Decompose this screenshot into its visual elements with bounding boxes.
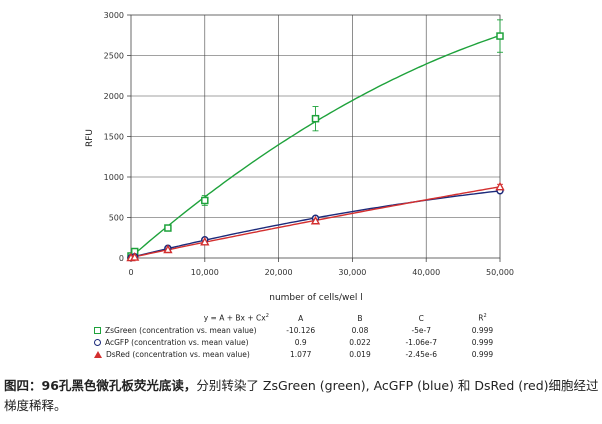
legend-value-a: 0.9	[294, 337, 307, 347]
data-point-zsgreen	[164, 224, 172, 232]
legend-value-a: 1.077	[289, 349, 312, 359]
y-tick-label: 3000	[104, 11, 124, 20]
data-point-dsred	[200, 236, 210, 246]
data-point-zsgreen	[201, 196, 209, 205]
legend-value-r2: 0.999	[471, 325, 494, 335]
legend-value-b: 0.08	[351, 325, 369, 335]
data-points	[126, 19, 505, 262]
axes	[127, 14, 501, 262]
data-point-dsred	[495, 181, 505, 191]
legend-label-acgfp: AcGFP (concentration vs. mean value)	[92, 336, 271, 348]
legend-row-acgfp: AcGFP (concentration vs. mean value) 0.9…	[92, 336, 512, 348]
legend-label-zsgreen: ZsGreen (concentration vs. mean value)	[92, 324, 271, 336]
legend-value-a: -10.126	[286, 325, 316, 335]
fit-legend: y = A + Bx + Cx2 A B C R2 ZsGreen (conce…	[92, 312, 512, 360]
square-marker-icon	[94, 326, 101, 334]
col-r2-text: R	[478, 313, 484, 323]
x-axis-title: number of cells/wel l	[269, 293, 363, 303]
col-r2-sup: 2	[483, 313, 487, 320]
y-tick-label: 500	[109, 214, 124, 223]
legend-label-text: ZsGreen (concentration vs. mean value)	[105, 325, 257, 335]
caption-text: 分别转染了 ZsGreen (green), AcGFP (blue) 和 Ds…	[4, 378, 599, 413]
legend-header-row: y = A + Bx + Cx2 A B C R2	[92, 312, 512, 324]
y-axis-title: RFU	[85, 129, 95, 147]
equation-sup: 2	[265, 313, 269, 320]
legend-label-text: AcGFP (concentration vs. mean value)	[105, 337, 249, 347]
y-tick-label: 2500	[104, 52, 124, 61]
legend-label-dsred: DsRed (concentration vs. mean value)	[92, 348, 271, 360]
y-tick-label: 2000	[104, 92, 124, 101]
caption-bold: 图四：96孔黑色微孔板荧光底读，	[4, 378, 197, 393]
chart-area: 0 500 1000 1500 2000 2500 3000 0 10,000 20,000 30,…	[85, 11, 514, 303]
legend-row-zsgreen: ZsGreen (concentration vs. mean value) -…	[92, 324, 512, 336]
data-point-dsred	[310, 215, 321, 225]
legend-value-c: -5e-7	[411, 325, 432, 335]
x-tick-label: 40,000	[412, 268, 440, 277]
fit-legend-table: y = A + Bx + Cx2 A B C R2 ZsGreen (conce…	[92, 312, 512, 360]
legend-value-c: -2.45e-6	[405, 349, 437, 359]
legend-value-r2: 0.999	[471, 349, 494, 359]
tick-labels: 0 500 1000 1500 2000 2500 3000 0 10,000 20,000 30,…	[104, 11, 514, 277]
y-tick-label: 1000	[104, 173, 124, 182]
legend-value-b: 0.019	[349, 349, 371, 359]
equation-cell: y = A + Bx + Cx2	[92, 312, 271, 324]
rfu-scatter-chart: 0 500 1000 1500 2000 2500 3000 0 10,000 20,000 30,…	[85, 11, 514, 303]
col-r2-header: R2	[453, 312, 512, 324]
y-tick-label: 0	[119, 254, 124, 263]
triangle-marker-icon	[94, 350, 102, 358]
x-tick-label: 50,000	[486, 268, 514, 277]
col-c-header: C	[418, 313, 424, 323]
equation-text: y = A + Bx + Cx	[203, 313, 266, 323]
figure-caption: 图四：96孔黑色微孔板荧光底读，分别转染了 ZsGreen (green), A…	[4, 376, 600, 416]
legend-value-b: 0.022	[349, 337, 371, 347]
legend-value-r2: 0.999	[471, 337, 494, 347]
col-b-header: B	[357, 313, 363, 323]
data-point-zsgreen	[311, 114, 320, 123]
data-point-dsred	[163, 244, 173, 254]
legend-label-text: DsRed (concentration vs. mean value)	[106, 349, 250, 359]
grid-lines	[131, 15, 500, 258]
x-tick-label: 20,000	[265, 268, 293, 277]
x-tick-label: 30,000	[338, 268, 366, 277]
y-tick-label: 1500	[104, 133, 124, 142]
col-a-header: A	[298, 313, 304, 323]
legend-row-dsred: DsRed (concentration vs. mean value) 1.0…	[92, 348, 512, 360]
x-tick-label: 10,000	[191, 268, 219, 277]
x-tick-label: 0	[128, 268, 133, 277]
data-point-zsgreen	[496, 32, 504, 40]
legend-value-c: -1.06e-7	[405, 337, 437, 347]
circle-marker-icon	[94, 338, 101, 346]
data-point-dsred	[130, 252, 140, 261]
